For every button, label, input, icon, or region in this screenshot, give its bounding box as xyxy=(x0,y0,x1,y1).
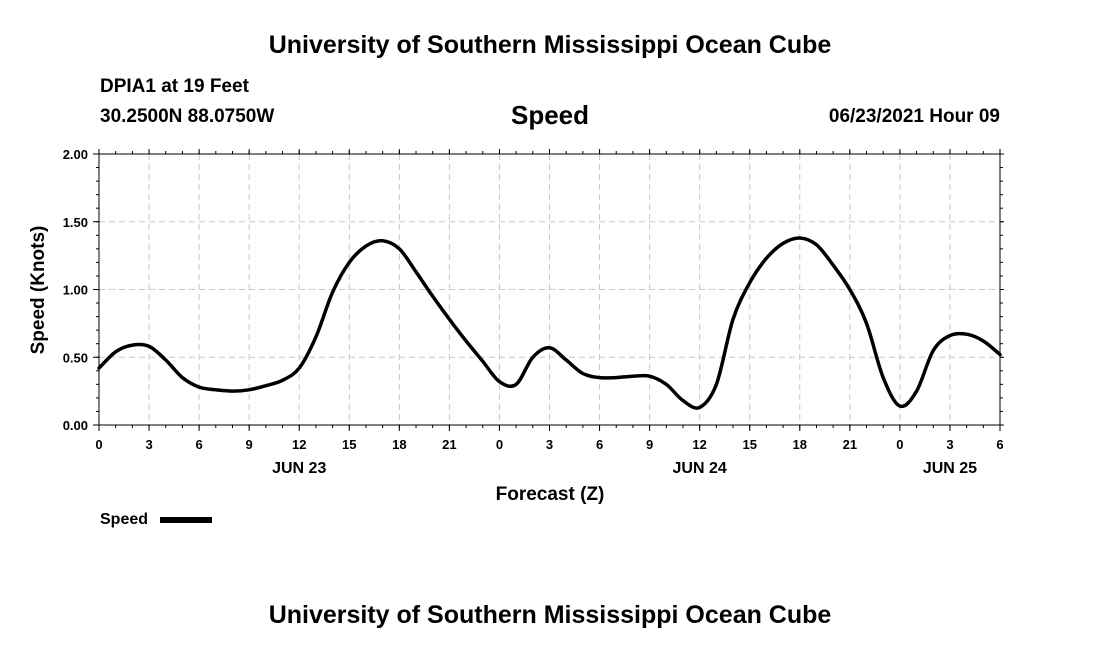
axis-tick-labels: 0.00 0.50 1.00 1.50 2.00 0 3 6 9 12 15 18 21 0 3 6 9 12 15… xyxy=(63,147,1004,477)
x-tick-label: 15 xyxy=(742,437,756,452)
y-tick-label: 1.00 xyxy=(63,283,88,298)
x-tick-label: 3 xyxy=(546,437,553,452)
x-tick-label: 6 xyxy=(596,437,603,452)
x-tick-label: 9 xyxy=(246,437,253,452)
y-tick-label: 2.00 xyxy=(63,147,88,162)
x-tick-label: 0 xyxy=(496,437,503,452)
legend-label: Speed xyxy=(100,511,148,528)
footer-title: University of Southern Mississippi Ocean… xyxy=(268,601,832,629)
y-tick-label: 0.50 xyxy=(63,350,88,365)
x-tick-label: 12 xyxy=(692,437,706,452)
day-label: JUN 25 xyxy=(923,460,977,477)
y-tick-label: 1.50 xyxy=(63,215,88,230)
x-tick-label: 15 xyxy=(342,437,356,452)
x-tick-label: 18 xyxy=(793,437,807,452)
axis-ticks xyxy=(93,149,1004,431)
forecast-datetime: 06/23/2021 Hour 09 xyxy=(828,106,1000,127)
x-tick-label: 12 xyxy=(292,437,306,452)
y-tick-label: 0.00 xyxy=(63,418,88,433)
x-tick-label: 0 xyxy=(896,437,903,452)
chart-title: Speed xyxy=(510,100,590,130)
x-tick-label: 21 xyxy=(442,437,456,452)
x-tick-label: 6 xyxy=(996,437,1003,452)
day-label: JUN 24 xyxy=(673,460,727,477)
coordinates-label: 30.2500N 88.0750W xyxy=(100,106,275,127)
x-axis-label: Forecast (Z) xyxy=(496,484,605,505)
day-label: JUN 23 xyxy=(272,460,326,477)
x-tick-label: 6 xyxy=(195,437,202,452)
x-tick-label: 0 xyxy=(95,437,102,452)
grid-lines xyxy=(99,154,1000,425)
x-tick-label: 21 xyxy=(843,437,857,452)
y-axis-label: Speed (Knots) xyxy=(28,226,49,355)
x-tick-label: 3 xyxy=(946,437,953,452)
page-title: University of Southern Mississippi Ocean… xyxy=(268,31,832,59)
station-label: DPIA1 at 19 Feet xyxy=(100,76,249,97)
x-tick-label: 3 xyxy=(145,437,152,452)
x-tick-label: 9 xyxy=(646,437,653,452)
series-line-speed xyxy=(97,236,1002,410)
x-tick-label: 18 xyxy=(392,437,406,452)
